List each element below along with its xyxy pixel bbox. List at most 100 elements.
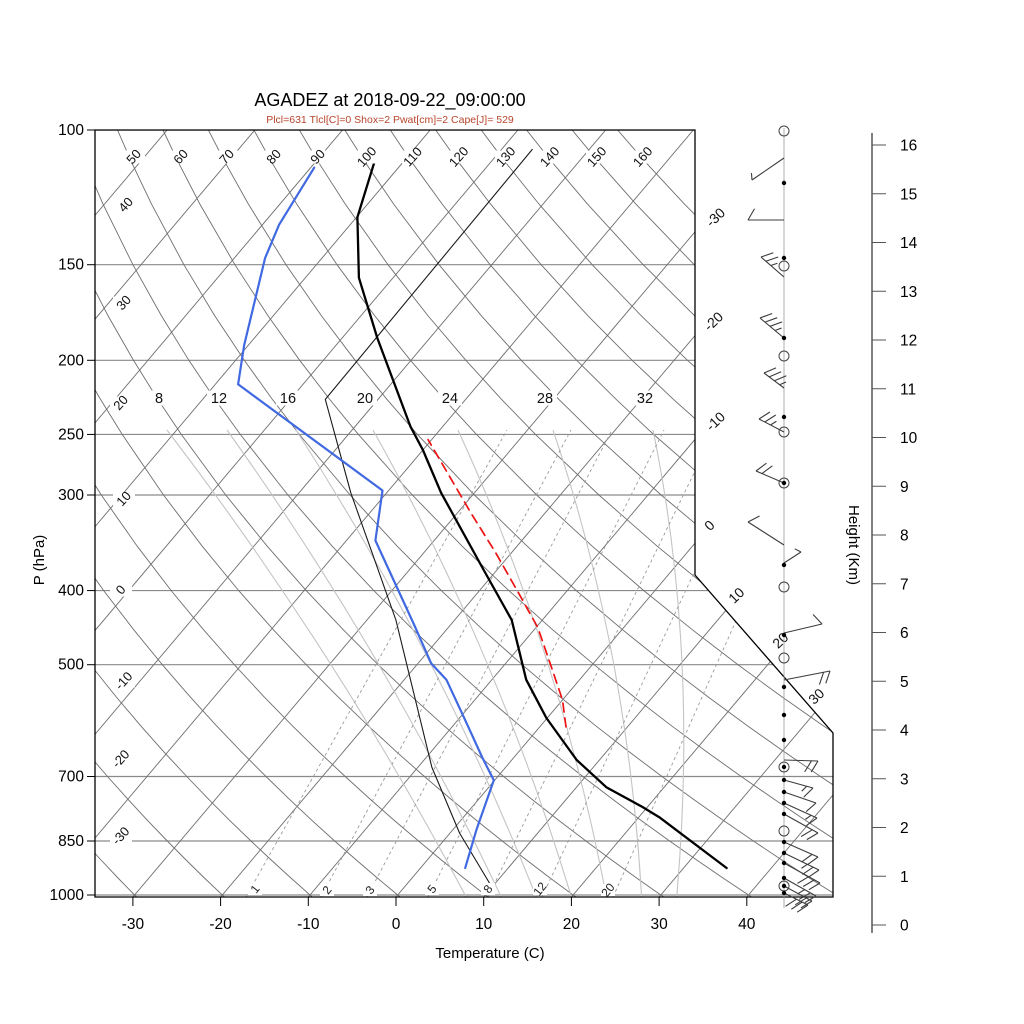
label-halo — [110, 583, 132, 597]
moist-adiabat-label: 16 — [280, 391, 296, 407]
dry-adiabat-label-top: 80 — [263, 146, 284, 167]
mixing-ratio-line — [541, 429, 762, 897]
isotherm-line — [639, 130, 833, 897]
label-halo — [633, 390, 657, 406]
station-marker-dot — [781, 764, 787, 770]
mixing-ratio-label: 12 — [530, 879, 549, 898]
moist-adiabat-line — [552, 429, 643, 897]
wind-barb — [783, 813, 819, 841]
pressure-tick-label: 300 — [58, 487, 84, 504]
isotherm-label-right: -10 — [702, 408, 728, 434]
isotherm-line — [551, 130, 833, 897]
dry-adiabat-line — [513, 130, 833, 897]
dry-adiabat-line — [199, 130, 833, 897]
pressure-tick-label: 700 — [58, 769, 84, 786]
dry-adiabat-line — [289, 130, 833, 897]
label-halo — [539, 150, 561, 164]
pressure-tick-label: 500 — [58, 657, 84, 674]
moist-adiabat-label: 20 — [357, 391, 373, 407]
label-halo — [115, 198, 137, 212]
label-halo — [123, 150, 145, 164]
station-marker-dot — [781, 414, 787, 420]
height-tick-label: 10 — [900, 430, 918, 447]
isotherm-line — [95, 130, 615, 897]
temperature-tick-label: 20 — [563, 916, 581, 933]
dry-adiabat-label-left: -10 — [112, 669, 136, 693]
isotherm-label-corner: 10 — [725, 584, 747, 606]
height-tick-label: 2 — [900, 820, 909, 837]
station-marker-dot — [781, 777, 787, 783]
mixing-ratio-line — [245, 429, 508, 897]
station-marker-dot — [781, 480, 787, 486]
isotherm-line — [95, 130, 176, 897]
pressure-tick-label: 250 — [58, 426, 84, 443]
dry-adiabat-label-top: 160 — [630, 144, 656, 170]
height-tick-label: 3 — [900, 771, 909, 788]
wet-bulb-curve — [324, 148, 533, 891]
dry-adiabat-label-top: 130 — [493, 144, 519, 170]
station-marker-circle — [778, 125, 790, 137]
label-halo — [207, 390, 231, 406]
wind-barb — [759, 312, 785, 339]
chart-indices-subtitle: Plcl=631 Tlcl[C]=0 Shox=2 Pwat[cm]=2 Cap… — [266, 114, 514, 126]
moist-adiabat-line — [457, 429, 608, 897]
label-halo — [448, 150, 470, 164]
height-tick-label: 9 — [900, 479, 909, 496]
isotherm-line — [95, 130, 264, 897]
label-halo — [425, 883, 439, 895]
temperature-tick-label: -10 — [297, 916, 320, 933]
isotherm-label-right: -20 — [700, 308, 726, 334]
label-halo — [353, 390, 377, 406]
moist-adiabat-label: 28 — [537, 391, 553, 407]
station-marker-dot — [781, 850, 787, 856]
station-marker-circle — [778, 260, 790, 272]
dry-adiabat-label-left: 40 — [115, 194, 136, 215]
wind-barb — [783, 892, 809, 913]
mixing-ratio-line — [487, 429, 716, 897]
isotherm-line — [376, 130, 833, 897]
moist-adiabat-label: 12 — [211, 391, 227, 407]
moist-adiabat-line — [652, 429, 685, 897]
temperature-curve — [356, 160, 728, 870]
dry-adiabat-label-top: 150 — [584, 144, 610, 170]
wind-barb — [783, 759, 819, 773]
label-halo — [320, 884, 334, 896]
wind-barb — [750, 157, 785, 181]
label-halo — [170, 150, 192, 164]
dry-adiabat-line — [154, 130, 833, 897]
mixing-ratio-line — [366, 429, 613, 897]
temperature-tick-label: -20 — [209, 916, 232, 933]
temperature-tick-label: 30 — [650, 916, 668, 933]
pressure-tick-label: 1000 — [50, 887, 85, 904]
pressure-tick-label: 150 — [58, 257, 84, 274]
wind-barb — [783, 779, 814, 798]
station-marker-dot — [781, 712, 787, 718]
wind-barb — [783, 614, 823, 634]
moist-adiabat-line — [226, 429, 502, 897]
dry-adiabat-label-top: 100 — [354, 144, 380, 170]
height-tick-label: 0 — [900, 918, 909, 935]
station-marker-circle — [778, 426, 790, 438]
station-marker-dot — [781, 890, 787, 896]
isotherm-line — [95, 130, 527, 897]
moist-adiabat-line — [166, 429, 467, 897]
label-halo — [113, 674, 135, 688]
station-marker-dot — [781, 684, 787, 690]
pressure-tick-label: 850 — [58, 833, 84, 850]
temperature-tick-label: 10 — [475, 916, 493, 933]
height-tick-label: 11 — [900, 381, 916, 398]
moist-adiabat-label: 8 — [155, 391, 163, 407]
height-tick-label: 15 — [900, 186, 917, 203]
pressure-tick-label: 100 — [58, 122, 84, 139]
mixing-ratio-line — [427, 429, 665, 897]
height-tick-label: 12 — [900, 333, 917, 350]
isotherm-line — [463, 130, 833, 897]
wind-barb — [747, 515, 785, 546]
moist-adiabat-line — [372, 429, 572, 897]
dry-adiabat-label-left: -30 — [109, 824, 133, 848]
dry-adiabat-line — [334, 130, 833, 897]
wind-barb — [747, 208, 784, 221]
mixing-ratio-line — [320, 429, 572, 897]
station-marker-dot — [781, 839, 787, 845]
